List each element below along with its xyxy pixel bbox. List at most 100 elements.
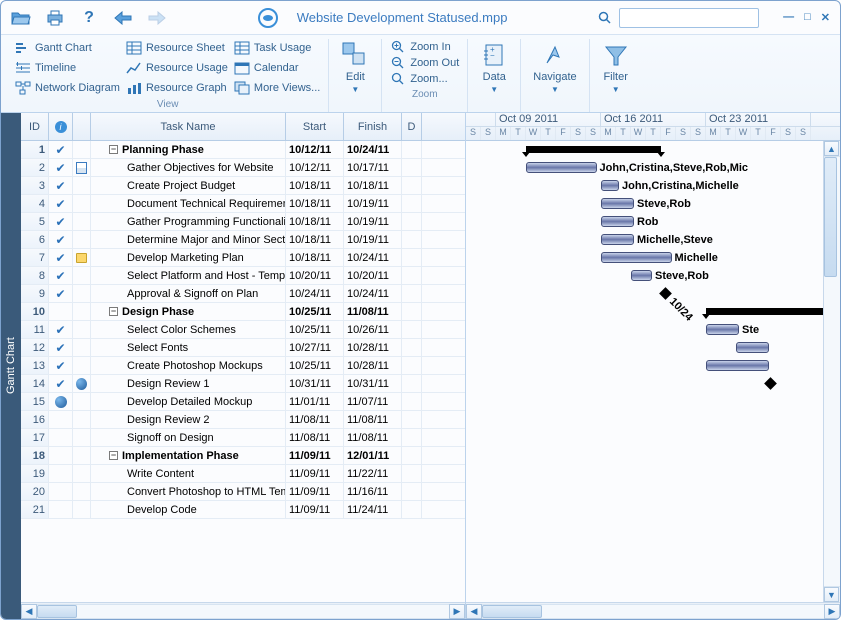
scroll-down-icon[interactable]: ▼ xyxy=(824,587,839,602)
navigate-button[interactable]: Navigate ▼ xyxy=(529,39,580,96)
summary-bar[interactable] xyxy=(706,308,826,315)
forward-icon[interactable] xyxy=(147,8,167,28)
grid-hscroll[interactable]: ◀ ▶ xyxy=(21,602,465,619)
minimize-button[interactable]: — xyxy=(783,11,794,24)
filter-button[interactable]: Filter ▼ xyxy=(598,39,634,96)
task-name-cell[interactable]: Convert Photoshop to HTML Templ... xyxy=(91,483,286,500)
task-name-cell[interactable]: Create Project Budget xyxy=(91,177,286,194)
task-name-cell[interactable]: −Planning Phase xyxy=(91,141,286,158)
view-timeline[interactable]: Timeline xyxy=(15,59,120,77)
task-bar[interactable] xyxy=(706,360,769,371)
table-row[interactable]: 1✔−Planning Phase10/12/1110/24/11 xyxy=(21,141,465,159)
task-name-cell[interactable]: Gather Objectives for Website xyxy=(91,159,286,176)
table-row[interactable]: 8✔Select Platform and Host - Tempor...10… xyxy=(21,267,465,285)
table-row[interactable]: 4✔Document Technical Requirements10/18/1… xyxy=(21,195,465,213)
task-name-cell[interactable]: −Design Phase xyxy=(91,303,286,320)
table-row[interactable]: 16Design Review 211/08/1111/08/11 xyxy=(21,411,465,429)
col-id[interactable]: ID xyxy=(21,113,49,140)
table-row[interactable]: 12✔Select Fonts10/27/1110/28/11 xyxy=(21,339,465,357)
task-bar[interactable]: Michelle,Steve xyxy=(601,234,634,245)
close-button[interactable]: ✕ xyxy=(821,11,830,24)
table-row[interactable]: 13✔Create Photoshop Mockups10/25/1110/28… xyxy=(21,357,465,375)
help-icon[interactable]: ? xyxy=(79,8,99,28)
open-icon[interactable] xyxy=(11,8,31,28)
task-bar[interactable]: Rob xyxy=(601,216,634,227)
data-button[interactable]: +− Data ▼ xyxy=(476,39,512,96)
gantt-hscroll[interactable]: ◀ ▶ xyxy=(466,602,840,619)
table-row[interactable]: 9✔Approval & Signoff on Plan10/24/1110/2… xyxy=(21,285,465,303)
task-name-cell[interactable]: Develop Marketing Plan xyxy=(91,249,286,266)
task-name-cell[interactable]: Signoff on Design xyxy=(91,429,286,446)
view-task-usage[interactable]: Task Usage xyxy=(234,39,320,57)
summary-bar[interactable] xyxy=(526,146,661,153)
table-row[interactable]: 7✔Develop Marketing Plan10/18/1110/24/11 xyxy=(21,249,465,267)
task-bar[interactable]: Steve,Rob xyxy=(631,270,652,281)
collapse-icon[interactable]: − xyxy=(109,145,118,154)
task-bar[interactable]: Michelle xyxy=(601,252,672,263)
task-name-cell[interactable]: Document Technical Requirements xyxy=(91,195,286,212)
task-name-cell[interactable]: −Implementation Phase xyxy=(91,447,286,464)
view-more-views-[interactable]: More Views... xyxy=(234,79,320,97)
edit-button[interactable]: Edit ▼ xyxy=(337,39,373,96)
table-row[interactable]: 11✔Select Color Schemes10/25/1110/26/11 xyxy=(21,321,465,339)
task-name-cell[interactable]: Develop Code xyxy=(91,501,286,518)
task-name-cell[interactable]: Design Review 2 xyxy=(91,411,286,428)
task-bar[interactable] xyxy=(736,342,769,353)
scroll-left-icon[interactable]: ◀ xyxy=(21,604,37,619)
task-name-cell[interactable]: Gather Programming Functionality xyxy=(91,213,286,230)
col-finish[interactable]: Finish xyxy=(344,113,402,140)
task-name-cell[interactable]: Select Platform and Host - Tempor... xyxy=(91,267,286,284)
task-bar[interactable]: Steve,Rob xyxy=(601,198,634,209)
scroll-right-icon[interactable]: ▶ xyxy=(824,604,840,619)
task-name-cell[interactable]: Select Color Schemes xyxy=(91,321,286,338)
scroll-up-icon[interactable]: ▲ xyxy=(824,141,839,156)
table-row[interactable]: 21Develop Code11/09/1111/24/11 xyxy=(21,501,465,519)
zoom-zoom-out[interactable]: Zoom Out xyxy=(390,55,459,71)
zoom-zoom-[interactable]: Zoom... xyxy=(390,71,459,87)
col-d[interactable]: D xyxy=(402,113,422,140)
task-name-cell[interactable]: Design Review 1 xyxy=(91,375,286,392)
scroll-left-icon[interactable]: ◀ xyxy=(466,604,482,619)
task-name-cell[interactable]: Determine Major and Minor Sections xyxy=(91,231,286,248)
col-indicator[interactable]: i xyxy=(49,113,73,140)
table-row[interactable]: 19Write Content11/09/1111/22/11 xyxy=(21,465,465,483)
table-row[interactable]: 10−Design Phase10/25/1111/08/11 xyxy=(21,303,465,321)
view-resource-usage[interactable]: Resource Usage xyxy=(126,59,228,77)
search-input[interactable] xyxy=(619,8,759,28)
gantt-vscroll[interactable]: ▲ ▼ xyxy=(823,141,840,602)
collapse-icon[interactable]: − xyxy=(109,307,118,316)
milestone[interactable] xyxy=(764,377,777,390)
milestone[interactable]: 10/24 xyxy=(659,287,672,300)
table-row[interactable]: 6✔Determine Major and Minor Sections10/1… xyxy=(21,231,465,249)
col-indicator2[interactable] xyxy=(73,113,91,140)
table-row[interactable]: 5✔Gather Programming Functionality10/18/… xyxy=(21,213,465,231)
side-tab-gantt[interactable]: Gantt Chart xyxy=(1,113,21,619)
view-calendar[interactable]: Calendar xyxy=(234,59,320,77)
table-row[interactable]: 3✔Create Project Budget10/18/1110/18/11 xyxy=(21,177,465,195)
back-icon[interactable] xyxy=(113,8,133,28)
task-name-cell[interactable]: Select Fonts xyxy=(91,339,286,356)
scroll-right-icon[interactable]: ▶ xyxy=(449,604,465,619)
print-icon[interactable] xyxy=(45,8,65,28)
table-row[interactable]: 15Develop Detailed Mockup11/01/1111/07/1… xyxy=(21,393,465,411)
table-row[interactable]: 17Signoff on Design11/08/1111/08/11 xyxy=(21,429,465,447)
view-gantt-chart[interactable]: Gantt Chart xyxy=(15,39,120,57)
view-resource-sheet[interactable]: Resource Sheet xyxy=(126,39,228,57)
collapse-icon[interactable]: − xyxy=(109,451,118,460)
task-bar[interactable]: Ste xyxy=(706,324,739,335)
table-row[interactable]: 18−Implementation Phase11/09/1112/01/11 xyxy=(21,447,465,465)
search-icon[interactable] xyxy=(597,10,613,26)
view-network-diagram[interactable]: Network Diagram xyxy=(15,79,120,97)
table-row[interactable]: 20Convert Photoshop to HTML Templ...11/0… xyxy=(21,483,465,501)
table-row[interactable]: 14✔Design Review 110/31/1110/31/11 xyxy=(21,375,465,393)
col-task-name[interactable]: Task Name xyxy=(91,113,286,140)
task-bar[interactable]: John,Cristina,Michelle xyxy=(601,180,619,191)
task-name-cell[interactable]: Develop Detailed Mockup xyxy=(91,393,286,410)
grid-body[interactable]: 1✔−Planning Phase10/12/1110/24/112✔Gathe… xyxy=(21,141,465,602)
col-start[interactable]: Start xyxy=(286,113,344,140)
zoom-zoom-in[interactable]: Zoom In xyxy=(390,39,459,55)
maximize-button[interactable]: □ xyxy=(804,11,811,24)
task-name-cell[interactable]: Create Photoshop Mockups xyxy=(91,357,286,374)
view-resource-graph[interactable]: Resource Graph xyxy=(126,79,228,97)
gantt-body[interactable]: John,Cristina,Steve,Rob,MicJohn,Cristina… xyxy=(466,141,840,602)
